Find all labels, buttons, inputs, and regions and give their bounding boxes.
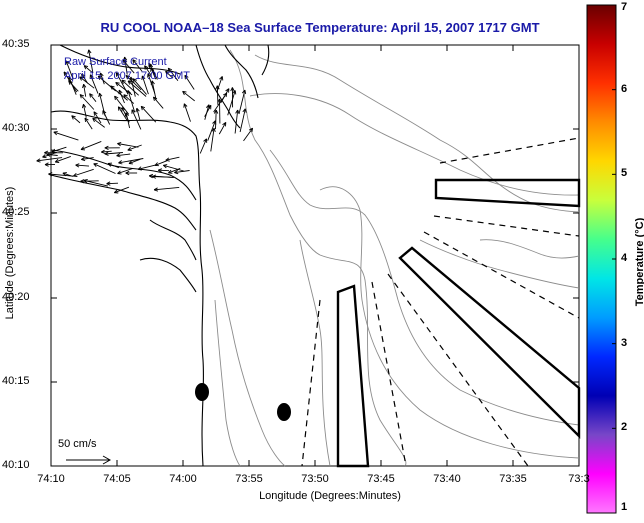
- y-tick-label: 40:15: [2, 375, 48, 387]
- colorbar-tick-label: 4: [621, 252, 627, 264]
- plot-frame: [51, 45, 579, 466]
- colorbar: [587, 5, 616, 513]
- current-vector-head: [127, 90, 128, 94]
- current-vector-head: [73, 176, 77, 177]
- page-title: RU COOL NOAA–18 Sea Surface Temperature:…: [40, 20, 600, 35]
- current-vector-head: [63, 173, 67, 174]
- y-axis-label: Latitude (Degrees:Minutes): [4, 173, 16, 333]
- current-vector-head: [184, 104, 185, 108]
- y-tick-label: 40:25: [2, 206, 48, 218]
- x-tick-label: 73:40: [427, 473, 467, 485]
- y-tick-label: 40:35: [2, 38, 48, 50]
- x-tick-label: 73:55: [229, 473, 269, 485]
- colorbar-tick-label: 6: [621, 83, 627, 95]
- colorbar-label: Temperature (°C): [634, 187, 644, 337]
- colorbar-tick-label: 3: [621, 337, 627, 349]
- current-vector-head: [226, 93, 227, 97]
- y-tick-label: 40:20: [2, 291, 48, 303]
- current-vector-head: [54, 132, 58, 133]
- colorbar-tick-label: 7: [621, 1, 627, 13]
- current-vector-head: [52, 152, 56, 153]
- x-tick-label: 73:50: [295, 473, 335, 485]
- current-vector-head: [43, 157, 47, 158]
- y-tick-label: 40:30: [2, 122, 48, 134]
- current-vector-head: [235, 91, 236, 95]
- colorbar-tick-label: 5: [621, 167, 627, 179]
- current-time-note: April 15, 2007 17:00 GMT: [64, 70, 190, 82]
- current-note: Raw Surface Current: [64, 56, 167, 68]
- x-tick-label: 74:05: [97, 473, 137, 485]
- x-tick-label: 74:10: [31, 473, 71, 485]
- scale-label: 50 cm/s: [58, 438, 97, 450]
- x-axis-label: Longitude (Degrees:Minutes): [210, 490, 450, 502]
- x-tick-label: 73:3: [559, 473, 599, 485]
- current-vector-head: [222, 76, 223, 80]
- current-vector-head: [118, 174, 122, 175]
- current-vector: [81, 181, 99, 182]
- current-vector-head: [37, 161, 41, 162]
- x-tick-label: 74:00: [163, 473, 203, 485]
- colorbar-tick-label: 2: [621, 421, 627, 433]
- buoy-marker-1: [195, 383, 209, 401]
- colorbar-tick-label: 1: [621, 501, 627, 513]
- x-tick-label: 73:45: [361, 473, 401, 485]
- buoy-marker-2: [277, 403, 291, 421]
- y-tick-label: 40:10: [2, 459, 48, 471]
- map-figure: RU COOL NOAA–18 Sea Surface Temperature:…: [0, 0, 644, 518]
- x-tick-label: 73:35: [493, 473, 533, 485]
